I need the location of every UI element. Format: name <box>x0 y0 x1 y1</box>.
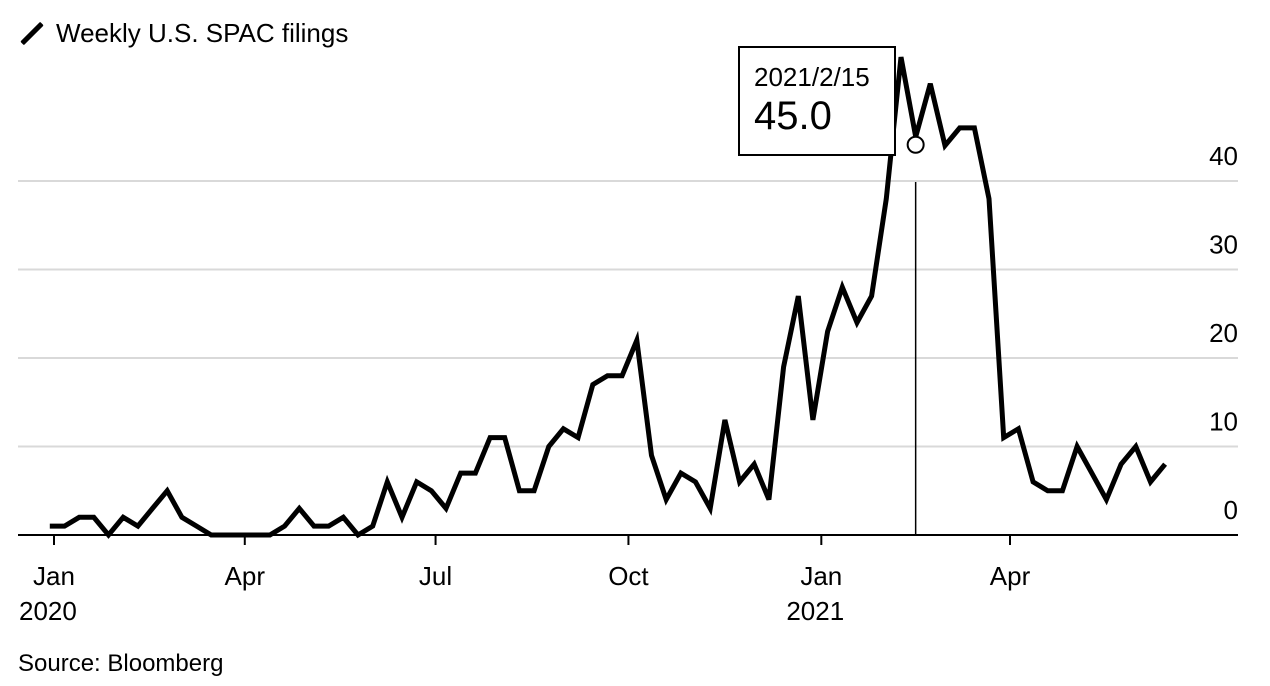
legend: Weekly U.S. SPAC filings <box>18 18 348 49</box>
tooltip-value: 45.0 <box>754 94 832 138</box>
tooltip-date: 2021/2/15 <box>754 62 870 92</box>
source-note: Source: Bloomberg <box>18 650 224 677</box>
legend-line-icon <box>20 21 44 46</box>
y-tick-label: 20 <box>1209 318 1238 348</box>
y-tick-label: 30 <box>1209 230 1238 260</box>
x-tick-label: Apr <box>225 561 266 591</box>
x-axis-ticks: Jan 2020 Apr Jul Oct Jan 2021 Apr <box>19 535 1031 626</box>
x-tick-year-label: 2020 <box>19 596 77 626</box>
series-line-weekly-spac-filings <box>49 56 1168 539</box>
x-tick-label: Jan <box>800 561 842 591</box>
hover-tooltip: 2021/2/15 45.0 <box>738 46 896 156</box>
y-tick-label: 0 <box>1224 495 1238 525</box>
y-tick-label: 10 <box>1209 407 1238 437</box>
gridlines <box>18 180 1238 448</box>
y-tick-label: 40 <box>1209 141 1238 171</box>
x-tick-label: Apr <box>990 561 1031 591</box>
x-tick-year-label: 2021 <box>786 596 844 626</box>
x-tick-label: Jul <box>419 561 452 591</box>
legend-label: Weekly U.S. SPAC filings <box>56 18 349 48</box>
hover-marker <box>906 135 925 154</box>
x-tick-label: Oct <box>608 561 649 591</box>
y-axis-tick-labels: 0 10 20 30 40 <box>1209 141 1238 525</box>
x-tick-label: Jan <box>33 561 75 591</box>
